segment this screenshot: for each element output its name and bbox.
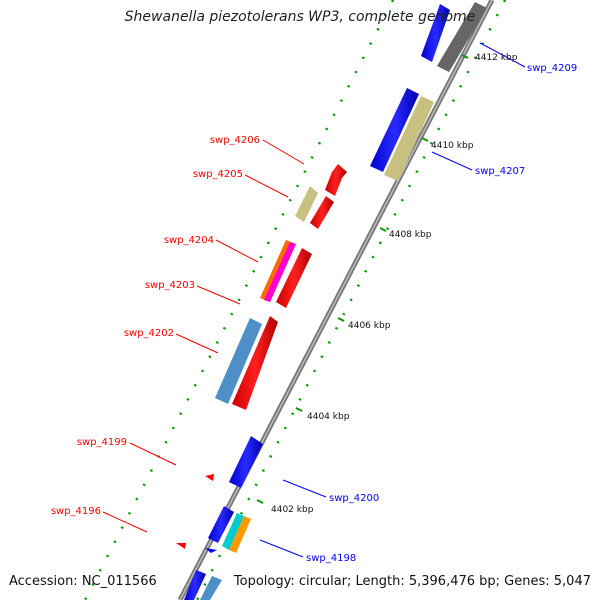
kbp-label: 4408 kbp bbox=[389, 230, 432, 240]
gene-label-swp_4199[interactable]: swp_4199 bbox=[77, 437, 127, 448]
genome-summary-label: Topology: circular; Length: 5,396,476 bp… bbox=[233, 574, 591, 589]
gene-feature-grey[interactable] bbox=[437, 2, 487, 72]
gene-label-swp_4203[interactable]: swp_4203 bbox=[145, 280, 195, 291]
gene-feature-swp_4203[interactable] bbox=[276, 248, 312, 308]
gene-feature-swp_4200[interactable] bbox=[229, 436, 263, 488]
gene-label-swp_4202[interactable]: swp_4202 bbox=[124, 328, 174, 339]
gene-feature-swp_4198[interactable] bbox=[208, 506, 234, 543]
gene-feature-swp_4207[interactable] bbox=[370, 88, 419, 172]
gene-feature-swp_4205-red[interactable] bbox=[310, 196, 334, 229]
gene-label-swp_4204[interactable]: swp_4204 bbox=[164, 235, 214, 246]
gene-label-swp_4209[interactable]: swp_4209 bbox=[527, 63, 577, 74]
gene-feature-bottom-blue[interactable] bbox=[184, 570, 206, 600]
outer-tick-track bbox=[195, 0, 507, 600]
gene-label-swp_4206[interactable]: swp_4206 bbox=[210, 135, 260, 146]
gene-feature-swp_4204-magenta[interactable] bbox=[264, 242, 296, 302]
gene-feature-swp_4209[interactable] bbox=[421, 4, 450, 62]
gene-label-swp_4198[interactable]: swp_4198 bbox=[306, 553, 356, 564]
gene-label-swp_4207[interactable]: swp_4207 bbox=[475, 166, 525, 177]
gene-feature-swp_4198-small[interactable] bbox=[205, 548, 217, 553]
gene-feature-swp_4205[interactable] bbox=[295, 186, 318, 222]
gene-feature-tan[interactable] bbox=[384, 96, 434, 181]
gene-feature-cyan[interactable] bbox=[222, 513, 244, 550]
forward-label-leaders bbox=[102, 139, 305, 533]
kbp-ticks bbox=[256, 54, 469, 504]
gene-feature-swp_4206[interactable] bbox=[325, 164, 347, 196]
gene-feature-swp_4202[interactable] bbox=[232, 316, 278, 410]
gene-feature-swp_4196[interactable] bbox=[176, 543, 186, 549]
gene-label-swp_4196[interactable]: swp_4196 bbox=[51, 506, 101, 517]
kbp-label: 4412 kbp bbox=[475, 53, 518, 63]
gene-feature-swp_4202-steel[interactable] bbox=[215, 318, 262, 404]
kbp-label: 4404 kbp bbox=[307, 412, 350, 422]
map-title: Shewanella piezotolerans WP3, complete g… bbox=[124, 9, 476, 25]
gene-feature-swp_4199[interactable] bbox=[205, 474, 214, 481]
gene-label-swp_4200[interactable]: swp_4200 bbox=[329, 493, 379, 504]
kbp-label: 4402 kbp bbox=[271, 505, 314, 515]
accession-label: Accession: NC_011566 bbox=[9, 574, 157, 589]
kbp-label: 4406 kbp bbox=[348, 321, 391, 331]
gene-feature-bottom-steel[interactable] bbox=[200, 576, 222, 600]
inner-tick-track bbox=[83, 0, 395, 600]
gene-feature-orange[interactable] bbox=[229, 516, 251, 553]
reverse-label-leaders bbox=[259, 42, 526, 558]
kbp-label: 4410 kbp bbox=[431, 141, 474, 151]
gene-label-swp_4205[interactable]: swp_4205 bbox=[193, 169, 243, 180]
